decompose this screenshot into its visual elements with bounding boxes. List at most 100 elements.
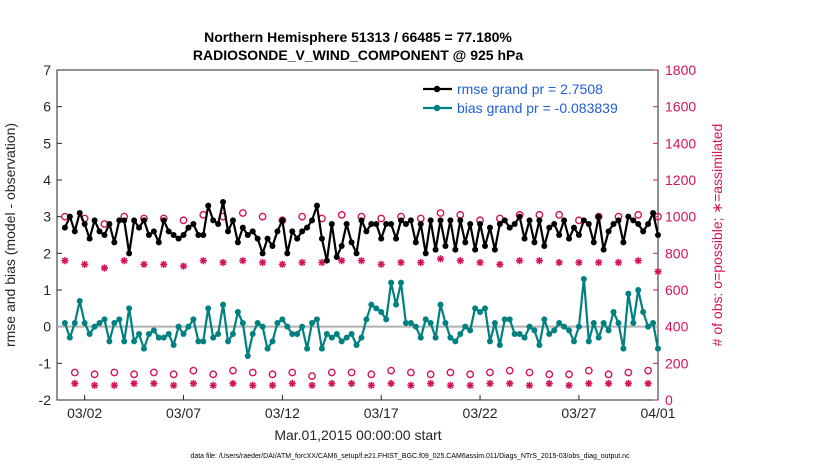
bias-point	[393, 301, 400, 308]
bias-point	[215, 331, 222, 337]
bias-point	[106, 338, 113, 345]
bias-point	[353, 342, 360, 348]
rmse-point	[264, 235, 271, 242]
bias-point	[289, 331, 296, 337]
bias-point	[412, 323, 419, 330]
rmse-point	[323, 257, 330, 264]
bias-point	[136, 331, 143, 337]
obs-possible-marker	[229, 366, 237, 375]
obs-possible-marker	[327, 368, 336, 377]
obs-possible-marker	[179, 216, 188, 225]
y-tick-label-right: 200	[665, 355, 689, 371]
obs-assimilated-marker	[61, 257, 69, 265]
rmse-point	[432, 246, 439, 253]
rmse-point	[452, 246, 459, 253]
rmse-point	[526, 217, 533, 224]
rmse-point	[86, 235, 93, 242]
rmse-point	[546, 224, 553, 231]
obs-possible-marker	[189, 366, 198, 375]
bias-point	[655, 345, 661, 352]
rmse-point	[477, 221, 484, 227]
obs-assimilated-marker	[130, 379, 138, 388]
bias-point	[427, 320, 434, 326]
rmse-point	[160, 217, 167, 224]
bias-point	[210, 334, 217, 341]
bias-point	[516, 331, 523, 337]
y-tick-label-right: 400	[665, 319, 689, 335]
obs-assimilated-marker	[575, 258, 583, 267]
rmse-point	[76, 210, 83, 216]
obs-possible-marker	[426, 370, 435, 379]
bias-point	[521, 334, 528, 341]
bias-point	[447, 334, 454, 341]
obs-possible-marker	[258, 212, 267, 221]
obs-assimilated-marker	[268, 381, 277, 389]
rmse-point	[491, 246, 498, 253]
bias-point	[625, 290, 632, 297]
obs-assimilated-marker	[555, 258, 563, 267]
rmse-point	[417, 221, 424, 227]
rmse-point	[136, 224, 143, 231]
rmse-point	[536, 217, 543, 224]
rmse-point	[551, 221, 558, 227]
obs-assimilated-marker	[604, 379, 613, 388]
bias-point	[595, 334, 602, 341]
obs-assimilated-marker	[545, 379, 553, 388]
bias-point	[635, 287, 642, 293]
bias-point	[180, 331, 187, 337]
rmse-point	[239, 224, 246, 231]
bias-point	[170, 342, 177, 348]
rmse-point	[309, 217, 316, 224]
bias-point	[580, 276, 587, 282]
obs-assimilated-marker	[347, 379, 356, 388]
rmse-point	[131, 217, 138, 224]
obs-possible-marker	[505, 366, 514, 375]
rmse-point	[165, 228, 172, 235]
rmse-point	[155, 239, 162, 246]
obs-possible-marker	[238, 209, 247, 217]
bias-point	[363, 316, 370, 323]
bias-point	[501, 316, 508, 323]
rmse-point	[486, 224, 493, 231]
rmse-point	[368, 221, 375, 227]
obs-possible-marker	[169, 370, 178, 379]
rmse-point	[645, 221, 652, 227]
bias-point	[417, 334, 424, 341]
obs-assimilated-marker	[90, 381, 99, 389]
obs-possible-marker	[387, 366, 396, 375]
bias-point	[506, 316, 513, 323]
rmse-point	[338, 243, 345, 249]
bias-point	[313, 316, 320, 323]
bias-point	[234, 309, 241, 315]
rmse-point	[531, 239, 538, 246]
bias-point	[155, 334, 162, 341]
y-axis-label-right: # of obs: o=possible; ∗=assimilated	[709, 124, 725, 347]
obs-possible-marker	[466, 370, 475, 379]
rmse-point	[516, 213, 523, 220]
legend-label: bias grand pr = -0.083839	[457, 100, 618, 116]
obs-assimilated-marker	[436, 255, 445, 263]
y-tick-label-left: -2	[39, 392, 52, 408]
rmse-point	[655, 232, 661, 238]
bias-point	[126, 305, 133, 312]
obs-possible-marker	[555, 210, 564, 219]
x-tick-label: 03/02	[67, 405, 102, 421]
obs-assimilated-marker	[654, 268, 662, 276]
obs-assimilated-marker	[298, 258, 306, 267]
rmse-point	[279, 217, 286, 224]
y-tick-label-left: 3	[43, 209, 51, 225]
bias-point	[462, 323, 469, 330]
rmse-point	[145, 232, 152, 238]
bias-point	[220, 301, 227, 308]
bias-point	[244, 353, 251, 359]
rmse-point	[472, 246, 479, 253]
x-tick-label: 03/27	[561, 405, 596, 421]
rmse-point	[363, 228, 370, 235]
bias-point	[91, 323, 98, 330]
rmse-point	[289, 228, 296, 235]
bias-point	[630, 320, 637, 326]
rmse-point	[328, 221, 335, 227]
bias-point	[61, 320, 68, 326]
rmse-point	[482, 243, 489, 249]
y-tick-label-right: 1800	[665, 62, 696, 78]
